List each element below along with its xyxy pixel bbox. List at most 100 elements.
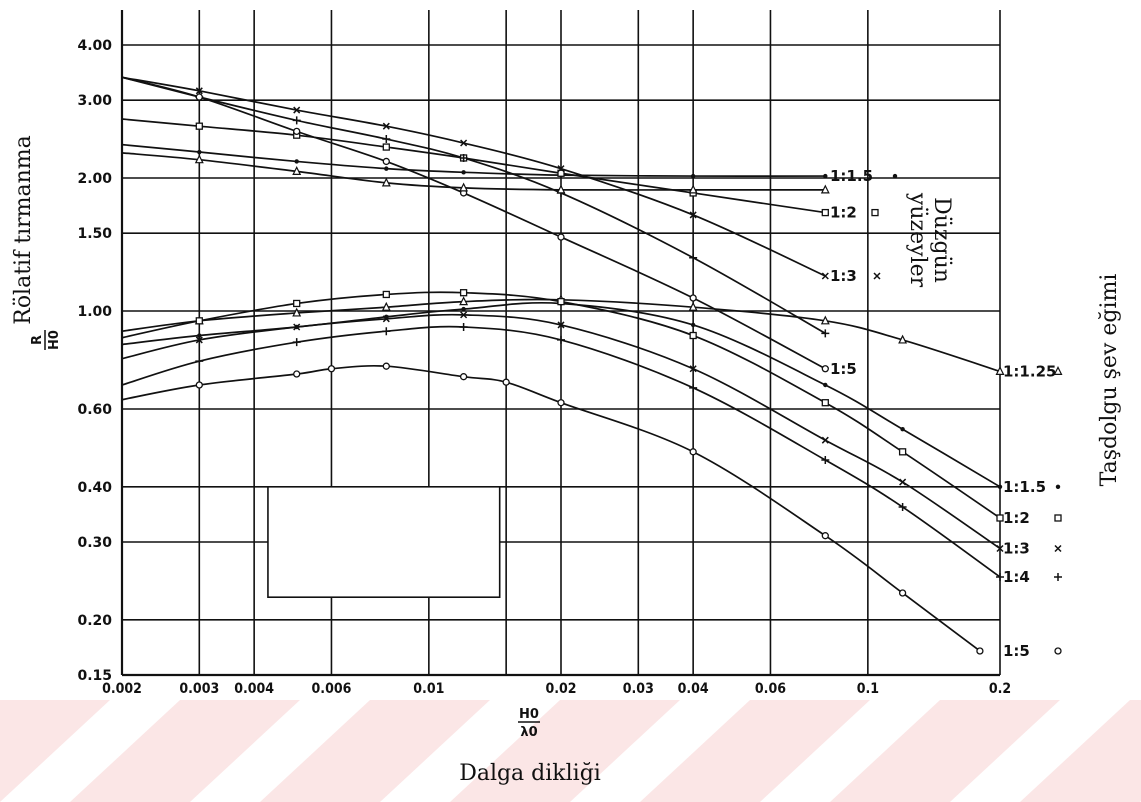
circle-marker: [196, 94, 202, 100]
square-marker: [461, 290, 467, 296]
dot-marker: [691, 174, 695, 178]
y-tick-label: 1.50: [77, 226, 112, 242]
square-marker: [196, 123, 202, 129]
dot-marker: [461, 170, 465, 174]
circle-marker: [690, 295, 696, 301]
circle-marker: [822, 366, 828, 372]
smooth-surface-curve: [122, 119, 825, 213]
circle-marker: [503, 379, 509, 385]
x-marker: [822, 273, 828, 279]
x-tick-label: 0.004: [234, 681, 274, 697]
dot-marker: [900, 427, 904, 431]
x-marker: [822, 437, 828, 443]
y-tick-label: 1.00: [77, 304, 112, 320]
circle-marker: [328, 366, 334, 372]
y-tick-label: 0.60: [77, 402, 112, 418]
plus-marker: [382, 135, 390, 143]
plus-marker: [821, 329, 829, 337]
y-tick-label: 2.00: [77, 171, 112, 187]
square-marker: [1055, 515, 1061, 521]
square-marker: [294, 300, 300, 306]
dot-marker: [1056, 485, 1060, 489]
rubble-series-label: 1:5: [1003, 642, 1030, 660]
x-label-numerator: H0: [519, 707, 539, 722]
dot-marker: [691, 323, 695, 327]
plus-marker: [557, 336, 565, 344]
rubble-series-label: 1:1.25: [1003, 362, 1056, 380]
rubble-series-label: 1:3: [1003, 540, 1030, 558]
plus-marker: [382, 327, 390, 335]
x-axis-title: Dalga dikliği: [459, 761, 601, 786]
smooth-surface-curve: [122, 77, 825, 368]
x-tick-label: 0.1: [857, 681, 879, 697]
x-tick-label: 0.006: [312, 681, 352, 697]
y-axis-title: Rölatif tırmanma: [11, 135, 36, 325]
y-tick-label: 3.00: [77, 93, 112, 109]
circle-marker: [1055, 648, 1061, 654]
watermark-stripe: [830, 700, 1060, 802]
x-tick-label: 0.003: [179, 681, 219, 697]
dot-marker: [197, 150, 201, 154]
smooth-surfaces-title: Düzgün yüzeyler: [905, 192, 954, 288]
smooth-surface-curve: [122, 77, 825, 333]
circle-marker: [461, 374, 467, 380]
square-marker: [196, 318, 202, 324]
x-marker: [874, 273, 880, 279]
circle-marker: [383, 363, 389, 369]
plus-marker: [689, 254, 697, 262]
circle-marker: [900, 590, 906, 596]
square-marker: [383, 144, 389, 150]
circle-marker: [558, 234, 564, 240]
circle-marker: [294, 128, 300, 134]
smooth-title-line2: yüzeyler: [905, 192, 930, 288]
smooth-series-label: 1:2: [830, 204, 857, 222]
dot-marker: [823, 174, 827, 178]
plus-marker: [293, 338, 301, 346]
watermark-stripe: [640, 700, 870, 802]
y-axis-ticks: 4.003.002.001.501.000.600.400.300.200.15: [77, 38, 112, 684]
dot-marker: [461, 307, 465, 311]
right-axis-title: Taşdolgu şev eğimi: [1097, 274, 1122, 487]
smooth-surface-curve: [122, 153, 825, 190]
circle-marker: [196, 382, 202, 388]
y-label-denominator: H0: [47, 330, 62, 350]
plus-marker: [689, 384, 697, 392]
circle-marker: [383, 158, 389, 164]
square-marker: [383, 291, 389, 297]
x-tick-label: 0.06: [755, 681, 786, 697]
dot-marker: [294, 159, 298, 163]
y-tick-label: 4.00: [77, 38, 112, 54]
x-tick-label: 0.03: [623, 681, 654, 697]
smooth-series-label: 1:5: [830, 360, 857, 378]
square-marker: [872, 210, 878, 216]
watermark-stripe: [260, 700, 490, 802]
circle-marker: [558, 400, 564, 406]
square-marker: [900, 449, 906, 455]
rubble-series-label: 1:1.5: [1003, 478, 1046, 496]
smooth-series-label: 1:3: [830, 267, 857, 285]
plus-marker: [1054, 573, 1062, 581]
circle-marker: [977, 648, 983, 654]
smooth-title-line1: Düzgün: [929, 197, 954, 283]
plus-marker: [821, 456, 829, 464]
dot-marker: [823, 383, 827, 387]
y-tick-label: 0.40: [77, 480, 112, 496]
x-tick-label: 0.02: [545, 681, 576, 697]
circle-marker: [690, 449, 696, 455]
plus-marker: [293, 116, 301, 124]
y-tick-label: 0.20: [77, 613, 112, 629]
dot-marker: [998, 485, 1002, 489]
inset-rectangle: [268, 487, 500, 597]
x-tick-label: 0.01: [413, 681, 444, 697]
x-marker: [900, 479, 906, 485]
y-tick-label: 0.15: [77, 668, 112, 684]
square-marker: [558, 299, 564, 305]
watermark-stripe: [70, 700, 300, 802]
x-tick-label: 0.2: [989, 681, 1011, 697]
dot-marker: [197, 333, 201, 337]
circle-marker: [294, 371, 300, 377]
inset-box: [268, 487, 500, 597]
square-marker: [822, 400, 828, 406]
rubble-series-label: 1:4: [1003, 568, 1030, 586]
